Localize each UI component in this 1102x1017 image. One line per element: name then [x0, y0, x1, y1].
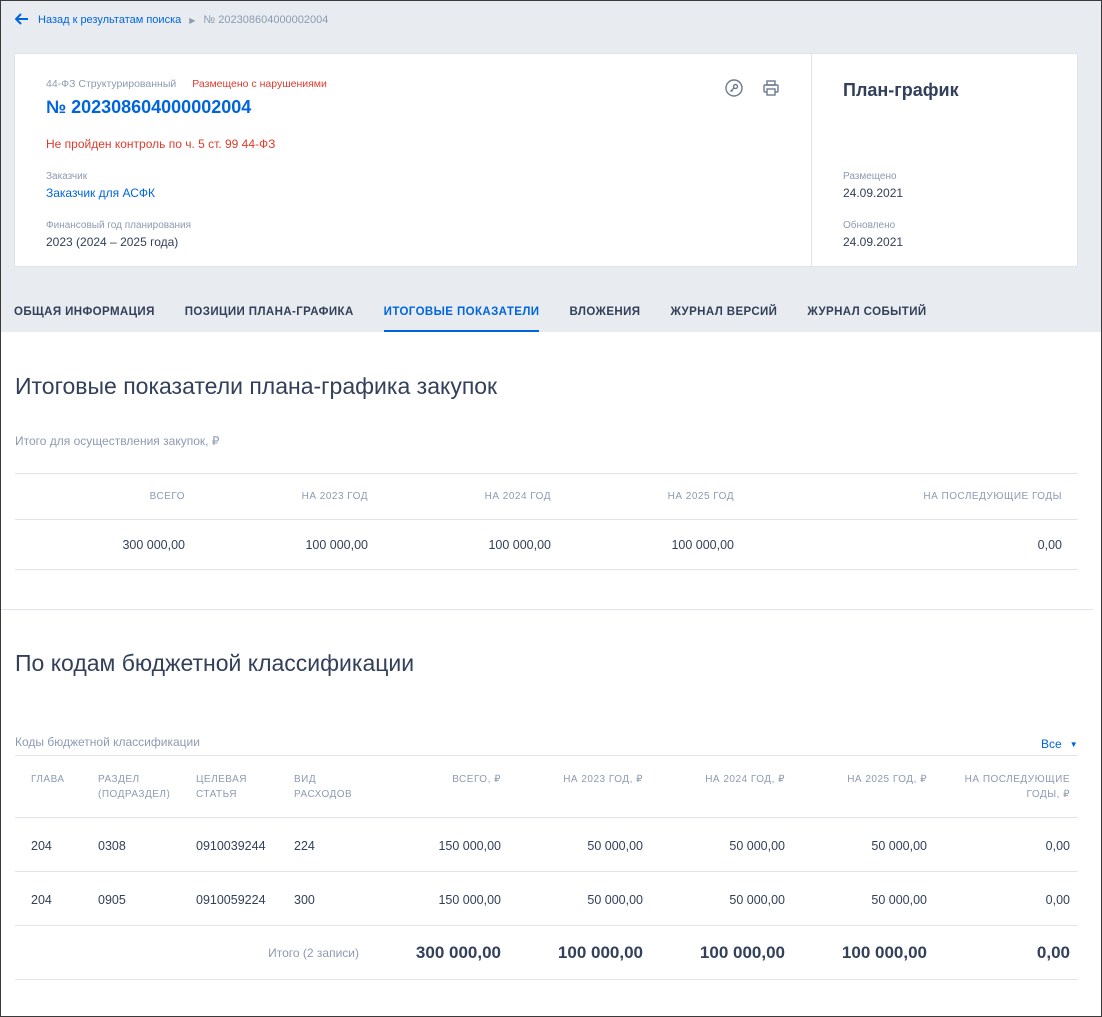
- updated-date: 24.09.2021: [843, 235, 904, 249]
- tab-event-log[interactable]: Журнал событий: [807, 306, 927, 318]
- total-cell: 150 000,00: [438, 893, 501, 907]
- column-header: На последующие годы: [923, 491, 1062, 502]
- year-2024-cell: 50 000,00: [729, 893, 785, 907]
- section-cell: 0905: [98, 893, 126, 907]
- column-header: На последующие годы, ₽: [964, 774, 1070, 800]
- chapter-cell: 204: [31, 839, 52, 853]
- totals-subtitle: Итого для осуществления закупок, ₽: [15, 434, 220, 448]
- caret-down-icon: ▼: [1069, 739, 1078, 749]
- year-2025-cell: 50 000,00: [871, 893, 927, 907]
- updated-label: Обновлено: [843, 220, 896, 231]
- print-icon[interactable]: [761, 78, 781, 98]
- fin-year-value: 2023 (2024 – 2025 года): [46, 235, 179, 249]
- back-to-results-link[interactable]: Назад к результатам поиска: [38, 14, 182, 26]
- status-badge: Размещено с нарушениями: [192, 78, 327, 90]
- kind-cell: 224: [294, 839, 315, 853]
- column-header: Целевая статья: [196, 774, 248, 800]
- table-header-row: Глава Раздел (подраздел) Целевая статья Ви…: [15, 755, 1078, 817]
- year-2024-cell: 50 000,00: [729, 839, 785, 853]
- table-row: 204 0905 0910059224 300 150 000,00 50 00…: [15, 871, 1078, 925]
- kbk-filter-dropdown[interactable]: Все ▼: [1041, 737, 1078, 751]
- column-header: На 2023 год, ₽: [563, 774, 643, 785]
- table-row: 204 0308 0910039244 224 150 000,00 50 00…: [15, 817, 1078, 871]
- placed-date: 24.09.2021: [843, 186, 904, 200]
- key-icon[interactable]: [724, 78, 744, 98]
- tabs-bar: Общая информация Позиции плана-графика И…: [14, 301, 957, 332]
- doc-type-title: План-график: [843, 80, 959, 100]
- total-value: 300 000,00: [122, 538, 185, 552]
- kbk-subtitle: Коды бюджетной классификации: [15, 735, 200, 749]
- target-cell: 0910059224: [196, 893, 266, 907]
- year-2025-value: 100 000,00: [671, 538, 734, 552]
- year-2024-value: 100 000,00: [488, 538, 551, 552]
- plan-number[interactable]: № 202308604000002004: [46, 97, 252, 117]
- table-total-row: Итого (2 записи) 300 000,00 100 000,00 1…: [15, 925, 1078, 980]
- breadcrumb-current: № 202308604000002004: [203, 14, 329, 26]
- fin-year-label: Финансовый год планирования: [46, 220, 192, 231]
- target-cell: 0910039244: [196, 839, 266, 853]
- tab-plan-positions[interactable]: Позиции плана-графика: [184, 306, 354, 318]
- column-header: На 2024 год: [484, 491, 551, 502]
- totals-table: Всего На 2023 год На 2024 год На 2025 го…: [15, 473, 1078, 570]
- arrow-left-icon[interactable]: [14, 13, 31, 27]
- placed-label: Размещено: [843, 171, 897, 182]
- section-divider: [1, 609, 1093, 610]
- filter-value: Все: [1041, 737, 1062, 751]
- chevron-right-icon: ▶: [189, 15, 196, 25]
- tab-attachments[interactable]: Вложения: [569, 306, 641, 318]
- column-header: На 2025 год: [667, 491, 734, 502]
- table-row: 300 000,00 100 000,00 100 000,00 100 000…: [15, 519, 1078, 570]
- card-side-panel: План-график Размещено 24.09.2021 Обновле…: [811, 54, 1078, 266]
- tag-row: 44-ФЗ Структурированный Размещено с нару…: [46, 78, 327, 90]
- later-years-value: 0,00: [1037, 538, 1062, 552]
- customer-label: Заказчик: [46, 171, 88, 182]
- control-warning: Не пройден контроль по ч. 5 ст. 99 44-ФЗ: [46, 137, 276, 151]
- kbk-section-title: По кодам бюджетной классификации: [15, 650, 415, 676]
- column-header: На 2024 год, ₽: [705, 774, 785, 785]
- total-2023: 100 000,00: [557, 943, 643, 962]
- plan-info-card: 44-ФЗ Структурированный Размещено с нару…: [14, 53, 1078, 267]
- total-caption: Итого (2 записи): [268, 946, 359, 960]
- later-years-cell: 0,00: [1045, 893, 1070, 907]
- column-header: Раздел (подраздел): [98, 774, 171, 800]
- kind-cell: 300: [294, 893, 315, 907]
- total-later: 0,00: [1036, 943, 1070, 962]
- section-cell: 0308: [98, 839, 126, 853]
- column-header: Всего, ₽: [452, 774, 501, 785]
- column-header: На 2025 год, ₽: [847, 774, 927, 785]
- year-2023-cell: 50 000,00: [587, 839, 643, 853]
- year-2025-cell: 50 000,00: [871, 839, 927, 853]
- column-header: Всего: [149, 491, 185, 502]
- tab-totals[interactable]: Итоговые показатели: [383, 301, 540, 332]
- column-header: На 2023 год: [301, 491, 368, 502]
- column-header: Вид расходов: [294, 774, 353, 800]
- total-2025: 100 000,00: [841, 943, 927, 962]
- total-cell: 150 000,00: [438, 839, 501, 853]
- kbk-table: Глава Раздел (подраздел) Целевая статья Ви…: [15, 755, 1078, 980]
- chapter-cell: 204: [31, 893, 52, 907]
- later-years-cell: 0,00: [1045, 839, 1070, 853]
- table-header-row: Всего На 2023 год На 2024 год На 2025 го…: [15, 473, 1078, 519]
- column-header: Глава: [31, 774, 65, 785]
- tab-general-info[interactable]: Общая информация: [14, 306, 155, 318]
- breadcrumb: Назад к результатам поиска ▶ № 202308604…: [14, 12, 329, 28]
- year-2023-value: 100 000,00: [305, 538, 368, 552]
- law-type-label: 44-ФЗ Структурированный: [46, 78, 177, 90]
- totals-section-title: Итоговые показатели плана-графика закупо…: [15, 373, 498, 399]
- customer-link[interactable]: Заказчик для АСФК: [46, 186, 155, 200]
- total-2024: 100 000,00: [699, 943, 785, 962]
- tab-version-log[interactable]: Журнал версий: [670, 306, 778, 318]
- year-2023-cell: 50 000,00: [587, 893, 643, 907]
- total-sum: 300 000,00: [415, 943, 501, 962]
